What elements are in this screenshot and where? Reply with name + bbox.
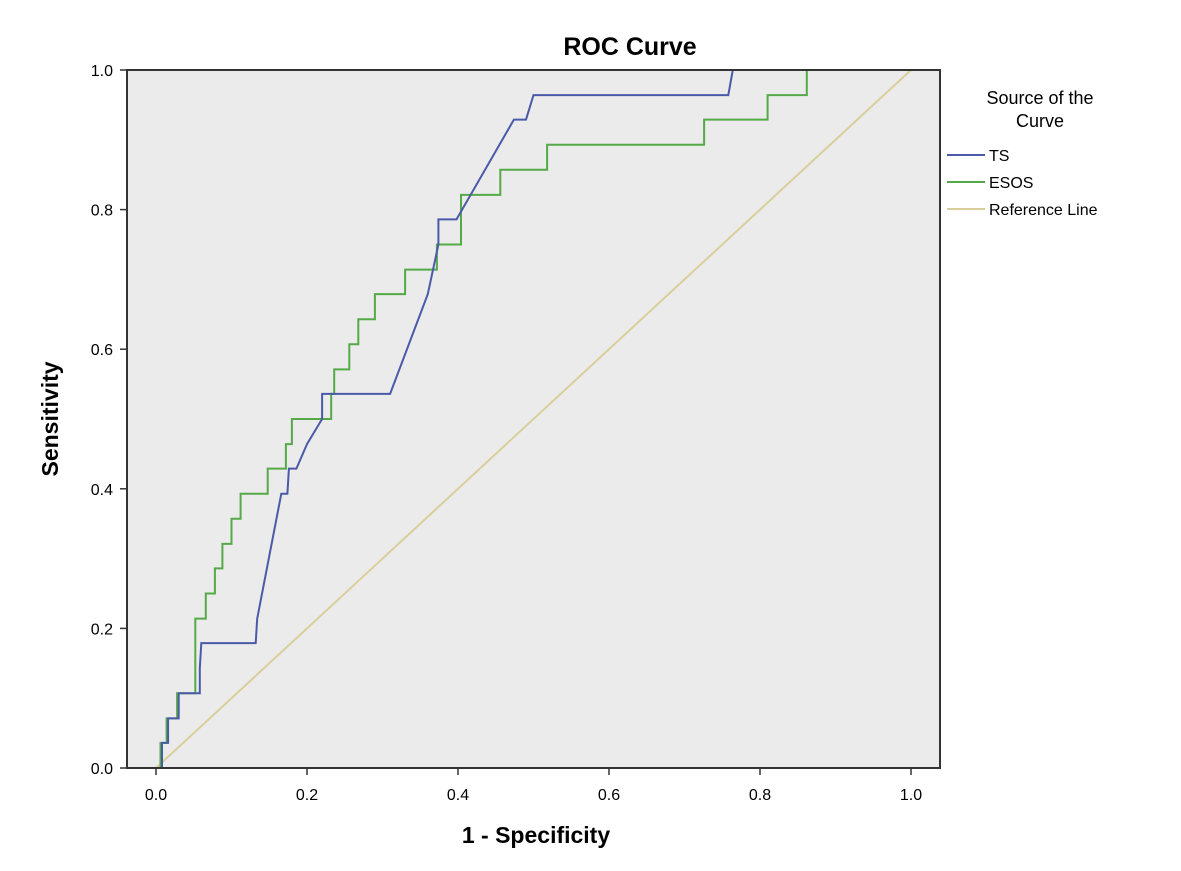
y-tick-label: 0.4 xyxy=(91,482,113,499)
x-tick-label: 0.8 xyxy=(749,787,771,804)
reference-line-series-line xyxy=(155,69,912,769)
plot-frame xyxy=(126,69,941,769)
y-tick-label: 0.8 xyxy=(91,203,113,220)
legend-title-line-2: Curve xyxy=(1016,111,1064,131)
x-tick-label: 0.4 xyxy=(447,787,469,804)
legend-label-ts: TS xyxy=(989,148,1009,165)
legend: Source of the Curve TS ESOS Reference Line xyxy=(947,88,1098,219)
x-tick-label: 0.0 xyxy=(145,787,167,804)
legend-label-esos: ESOS xyxy=(989,175,1033,192)
y-tick-label: 0.6 xyxy=(91,342,113,359)
ts-series-line xyxy=(156,69,911,769)
x-axis-label: 1 - Specificity xyxy=(462,822,610,848)
legend-label-reference-line: Reference Line xyxy=(989,202,1098,219)
esos-series-line xyxy=(156,69,911,769)
y-tick-label: 0.2 xyxy=(91,621,113,638)
x-tick-label: 0.6 xyxy=(598,787,620,804)
x-tick-label: 0.2 xyxy=(296,787,318,804)
x-tick-label: 1.0 xyxy=(900,787,922,804)
y-tick-label: 0.0 xyxy=(91,761,113,778)
chart-title: ROC Curve xyxy=(563,33,696,61)
legend-title-line-1: Source of the xyxy=(986,88,1093,108)
y-tick-label: 1.0 xyxy=(91,63,113,80)
y-axis-label: Sensitivity xyxy=(37,361,63,476)
